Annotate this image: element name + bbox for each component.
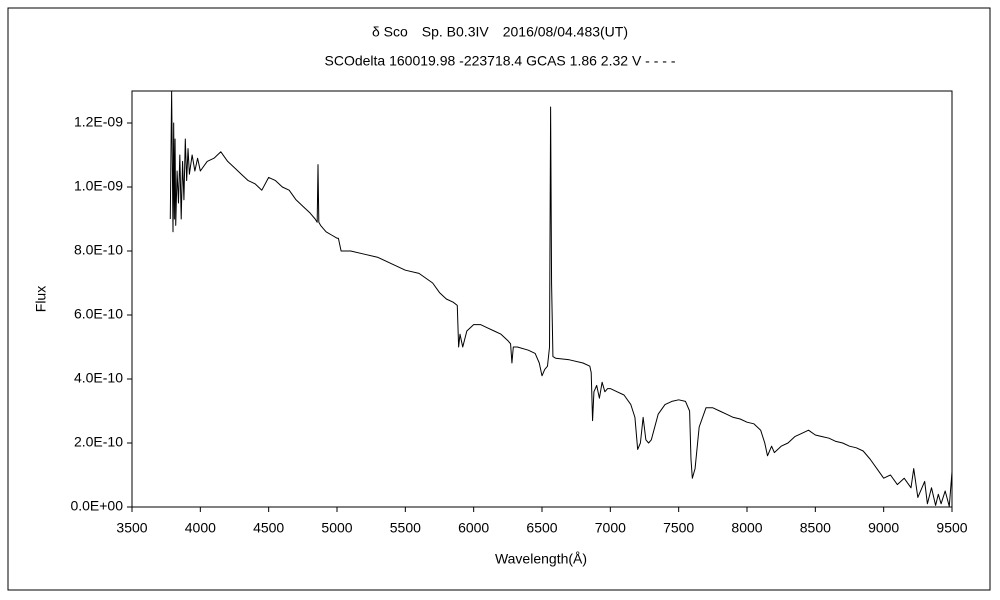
chart-subtitle: SCOdelta 160019.98 -223718.4 GCAS 1.86 2… — [325, 53, 676, 69]
x-tick-label: 4500 — [253, 520, 284, 536]
y-tick-label: 1.0E-09 — [74, 178, 123, 194]
y-tick-label: 1.2E-09 — [74, 114, 123, 130]
y-axis-label: Flux — [33, 286, 49, 312]
y-tick-label: 6.0E-10 — [74, 306, 123, 322]
x-tick-label: 3500 — [116, 520, 147, 536]
chart-title: δ Sco Sp. B0.3IV 2016/08/04.483(UT) — [372, 24, 628, 40]
x-tick-label: 7500 — [663, 520, 694, 536]
x-tick-label: 8000 — [731, 520, 762, 536]
x-axis-label: Wavelength(Å) — [495, 551, 587, 567]
x-tick-label: 7000 — [595, 520, 626, 536]
y-tick-label: 2.0E-10 — [74, 434, 123, 450]
spectrum-line — [169, 90, 953, 507]
x-tick-label: 5500 — [390, 520, 421, 536]
x-tick-label: 9500 — [936, 520, 967, 536]
chart-border — [7, 7, 991, 591]
x-tick-label: 8500 — [800, 520, 831, 536]
y-tick-label: 0.0E+00 — [70, 498, 123, 514]
y-tick-label: 4.0E-10 — [74, 370, 123, 386]
y-tick-label: 8.0E-10 — [74, 242, 123, 258]
x-tick-label: 4000 — [185, 520, 216, 536]
x-tick-label: 5000 — [321, 520, 352, 536]
x-tick-label: 6500 — [526, 520, 557, 536]
x-tick-label: 9000 — [868, 520, 899, 536]
x-tick-label: 6000 — [458, 520, 489, 536]
